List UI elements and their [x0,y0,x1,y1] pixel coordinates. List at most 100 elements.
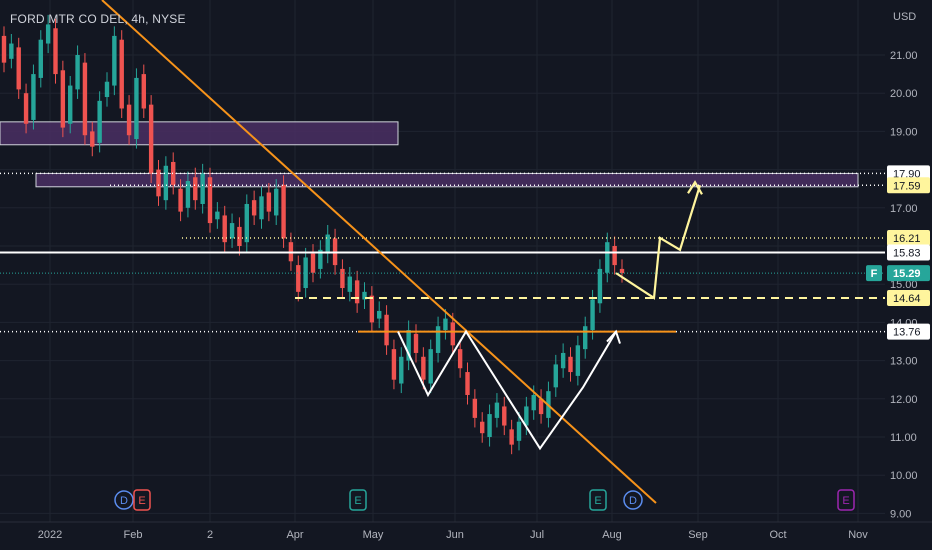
time-tick-label: Nov [848,529,868,541]
candle-body [229,223,235,239]
candle-body [457,349,463,369]
candle-body [281,184,286,239]
candle-body [82,62,88,136]
price-label-background [887,323,930,340]
candle-body [207,177,213,224]
event-marker-label: E [842,495,849,507]
candle-body [494,402,500,418]
candle-body [16,47,21,90]
candle-body [215,211,220,220]
candle-body [435,326,441,353]
time-tick-label: Sep [688,529,708,541]
earnings-icon [589,489,607,511]
candle-body [509,429,514,445]
candle-body [377,310,382,319]
candle-body [112,35,117,86]
candle-body [1,35,7,63]
candle-body [134,77,139,140]
candle-body [538,398,544,415]
price-tick-label: 9.00 [890,508,911,520]
candle-body [502,406,507,426]
candle-body [251,200,257,216]
price-label-text: 15.29 [893,268,921,280]
price-tick-label: 15.00 [890,279,918,291]
earnings-icon [837,489,855,511]
candle-body [450,322,455,346]
time-tick-label: May [363,529,384,541]
time-tick-label: Jun [446,529,464,541]
time-tick-label: 2 [207,529,213,541]
candle-body [222,215,227,243]
earnings-icon [349,489,367,511]
candle-body [325,234,330,254]
candle-body [583,326,588,350]
candle-body [156,169,161,197]
candle-body [443,318,448,331]
candle-body [347,276,352,292]
event-marker-label: E [354,495,361,507]
inverse-head-shoulders-path [397,329,617,451]
price-tick-label: 10.00 [890,470,918,482]
candle-body [90,131,95,147]
event-marker-label: E [594,495,601,507]
horizontal-levels [0,172,885,333]
candle-body [53,28,58,75]
candle-body [31,74,36,120]
candle-body [391,349,397,380]
candle-body [163,165,169,201]
time-axis[interactable]: 2022 Feb 2 Apr May Jun Jul Aug Sep Oct Nov [0,521,932,550]
candle-body [178,188,183,212]
candle-body [487,414,492,437]
time-tick-label: 2022 [38,529,62,541]
event-marker-earnings[interactable]: E [837,489,855,511]
candle-body [399,356,404,384]
candle-body [516,421,522,441]
candle-body [45,24,51,44]
earnings-icon [133,489,151,511]
candlestick-series [1,14,625,455]
event-marker-label: D [629,495,637,507]
time-tick-label: Feb [124,529,143,541]
event-marker-dividend[interactable]: D [623,490,643,510]
price-label-background [887,244,930,261]
price-label-background [887,289,930,306]
event-marker-dividend[interactable]: D [114,490,134,510]
candle-body [413,333,419,353]
event-marker-earnings[interactable]: E [133,489,151,511]
downtrend-line [101,0,657,504]
candle-body [597,268,603,304]
price-tick-label: 20.00 [890,88,918,100]
candle-body [480,421,485,434]
candle-body [612,246,617,266]
candle-body [428,349,433,384]
price-label-text: 15.83 [893,247,921,259]
price-label-text: 17.59 [893,180,921,192]
candle-body [369,295,375,323]
candle-body [244,203,249,243]
symbol-tag-text: F [871,268,878,280]
supply-zone [0,121,399,146]
price-axis[interactable]: USD9.0010.0011.0012.0013.0014.0015.0016.… [866,0,932,550]
candle-body [296,265,301,292]
currency-label: USD [893,11,916,23]
candle-body [619,268,625,274]
candle-body [472,398,478,418]
time-tick-label: Aug [602,529,622,541]
candle-body [421,356,426,380]
candle-body [553,364,558,388]
time-tick-label: Oct [769,529,786,541]
event-marker-earnings[interactable]: E [589,489,607,511]
candle-body [38,39,43,78]
candle-body [68,85,73,124]
event-marker-earnings[interactable]: E [349,489,367,511]
candle-body [119,39,124,109]
candle-body [200,173,205,204]
price-tick-label: 13.00 [890,356,918,368]
symbol-tag-background [866,265,882,282]
price-label-text: 13.76 [893,327,921,339]
chart-title: FORD MTR CO DEL, 4h, NYSE [10,12,186,26]
projection-path [615,184,702,300]
candle-body [310,253,316,273]
